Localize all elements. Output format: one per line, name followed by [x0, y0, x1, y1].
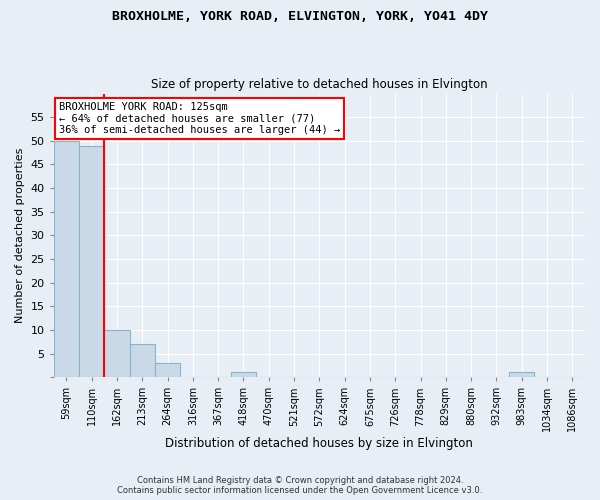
Title: Size of property relative to detached houses in Elvington: Size of property relative to detached ho…	[151, 78, 488, 91]
Y-axis label: Number of detached properties: Number of detached properties	[15, 148, 25, 323]
Bar	[130, 344, 155, 377]
Bar	[509, 372, 535, 377]
Text: BROXHOLME YORK ROAD: 125sqm
← 64% of detached houses are smaller (77)
36% of sem: BROXHOLME YORK ROAD: 125sqm ← 64% of det…	[59, 102, 340, 136]
Bar	[155, 363, 180, 377]
Text: Contains HM Land Registry data © Crown copyright and database right 2024.
Contai: Contains HM Land Registry data © Crown c…	[118, 476, 482, 495]
Text: BROXHOLME, YORK ROAD, ELVINGTON, YORK, YO41 4DY: BROXHOLME, YORK ROAD, ELVINGTON, YORK, Y…	[112, 10, 488, 23]
Bar	[104, 330, 130, 377]
Bar	[79, 146, 104, 377]
Bar	[231, 372, 256, 377]
X-axis label: Distribution of detached houses by size in Elvington: Distribution of detached houses by size …	[166, 437, 473, 450]
Bar	[54, 141, 79, 377]
